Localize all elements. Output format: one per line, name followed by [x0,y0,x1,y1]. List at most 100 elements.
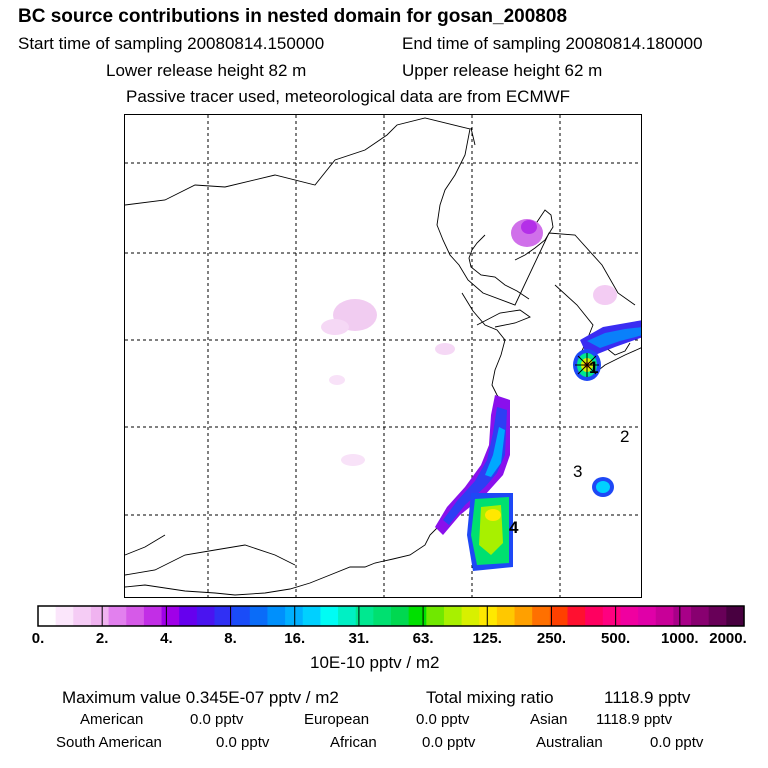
colorbar-cell [267,606,286,626]
colorbar-tick-label: 2000. [709,630,747,647]
colorbar-cell [302,606,321,626]
colorbar-cell [391,606,410,626]
plume-east-china-core [485,427,505,477]
australian-label: Australian [536,734,603,751]
china-coast [125,292,506,596]
site-label-1: 1 [589,358,598,377]
map-panel: 1 2 3 4 [124,114,642,598]
colorbar-cell [443,606,463,626]
colorbar-tick-label: 63. [412,630,434,647]
colorbar-cell [214,606,233,626]
colorbar-cell [691,606,710,626]
plume-faint [329,375,345,385]
liaodong-coast [514,209,554,261]
colorbar-tick-label: 8. [224,630,237,647]
colorbar-cell [179,606,198,626]
colorbar-frame [37,605,745,627]
colorbar-tick-label: 500. [601,630,631,647]
colorbar-cell [479,606,498,626]
colorbar-cell [73,606,92,626]
colorbar-tick-label: 1000. [661,630,699,647]
plume-faint [341,454,365,466]
plume-site3-core [596,481,610,493]
colorbar-tick-label: 16. [284,630,306,647]
total-mixing-value: 1118.9 pptv [604,688,691,707]
colorbar-cell [638,606,657,626]
colorbar-cell [461,606,480,626]
colorbar-cell [55,606,74,626]
african-label: African [330,734,377,751]
national-border [470,127,476,146]
colorbar-tick-label: 125. [472,630,502,647]
plume-taiwan-peak [485,509,501,521]
colorbar-dividers [101,606,681,626]
lower-release-label: Lower release height 82 m [106,61,307,80]
australian-value: 0.0 pptv [650,734,704,751]
plot-title: BC source contributions in nested domain… [18,6,568,27]
colorbar-tick-label: 0. [31,630,45,647]
inland-border [125,544,296,576]
colorbar-cell [355,606,374,626]
asian-value: 1118.9 pptv [596,711,673,728]
colorbar-cell [496,606,516,626]
colorbar-cell [338,606,357,626]
colorbar-cell [90,606,110,626]
site-label-4: 4 [509,518,519,537]
national-border [125,117,636,306]
shandong-coast [476,309,531,328]
colorbar-cell [285,606,304,626]
plume-liaoning-core [521,220,537,234]
inland-border [125,534,166,556]
colorbar-cells [38,606,745,626]
colorbar-cell [320,606,339,626]
colorbar-cell [143,606,163,626]
colorbar-cell [655,606,674,626]
colorbar-unit: 10E-10 pptv / m2 [310,653,440,672]
european-value: 0.0 pptv [416,711,470,728]
end-time-label: End time of sampling 20080814.180000 [402,34,703,53]
plume-inland [321,319,349,335]
colorbar-tick-label: 31. [348,630,370,647]
colorbar-cell [549,606,569,626]
colorbar-cell [161,606,180,626]
upper-release-label: Upper release height 62 m [402,61,603,80]
south-american-label: South American [56,734,162,751]
american-value: 0.0 pptv [190,711,244,728]
plume-korea-core [587,327,641,348]
colorbar-cell [196,606,216,626]
colorbar-tick-label: 2. [95,630,109,647]
colorbar-cell [567,606,586,626]
total-mixing-label: Total mixing ratio [426,688,554,707]
colorbar-tick-label: 4. [160,630,173,647]
bohai-coast [468,234,530,300]
plume-east-china [435,395,510,535]
plume-faint [593,285,617,305]
max-value-label: Maximum value 0.345E-07 pptv / m2 [62,688,339,707]
african-value: 0.0 pptv [422,734,476,751]
concentration-field [321,219,641,571]
colorbar-cell [126,606,145,626]
colorbar-cell [585,606,604,626]
colorbar-tick-label: 250. [536,630,567,647]
south-american-value: 0.0 pptv [216,734,270,751]
colorbar-cell [514,606,533,626]
colorbar-cell [673,606,692,626]
site-label-2: 2 [620,427,629,446]
colorbar-cell [232,606,251,626]
colorbar-cell [38,606,57,626]
colorbar-cell [108,606,127,626]
map-grid [125,115,641,597]
colorbar-cell [408,606,427,626]
american-label: American [80,711,144,728]
colorbar-cell [373,606,392,626]
colorbar-cell [249,606,269,626]
tracer-note: Passive tracer used, meteorological data… [126,87,571,106]
colorbar-cell [532,606,551,626]
colorbar-cell [620,606,639,626]
map-svg: 1 2 3 4 [125,115,641,597]
receptor-marker [575,353,599,377]
asian-label: Asian [530,711,568,728]
colorbar-cell [426,606,445,626]
start-time-label: Start time of sampling 20080814.150000 [18,34,325,53]
colorbar-cell [726,606,745,626]
